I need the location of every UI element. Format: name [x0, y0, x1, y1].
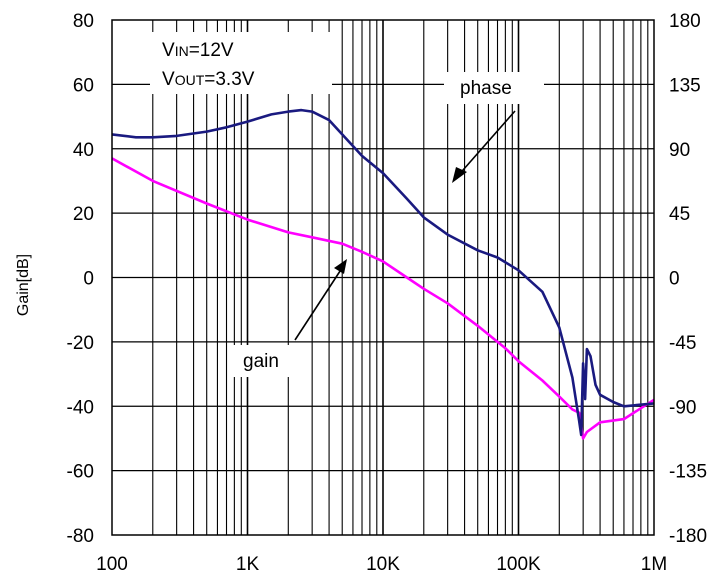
phase-label-box	[444, 72, 544, 104]
phase-arrowhead	[452, 167, 467, 183]
vout-label: VOUT=3.3V	[162, 69, 255, 90]
data-series	[111, 108, 655, 440]
vout-symbol: V	[162, 69, 175, 90]
vout-value: =3.3V	[204, 69, 255, 90]
gain-arrow	[294, 264, 345, 341]
gain-label-box	[228, 345, 310, 377]
y-tick-label: 20	[73, 204, 94, 225]
y-axis-label: Gain[dB]	[15, 254, 32, 316]
plot-frame	[111, 19, 655, 536]
y-tick-label: 0	[83, 269, 94, 290]
vin-value: =12V	[189, 40, 234, 61]
phase-arrow	[455, 110, 516, 179]
x-axis-tick-labels: 100 1K 10K 100K 1M	[96, 554, 667, 575]
y-tick-label: -40	[67, 397, 94, 418]
gain-arrowhead	[334, 259, 347, 274]
y2-tick-label: -180	[669, 526, 707, 547]
y-tick-label: 40	[73, 140, 94, 161]
y2-tick-label: -45	[669, 333, 696, 354]
y2-tick-label: -90	[669, 397, 696, 418]
y2-tick-label: 135	[669, 75, 701, 96]
y2-tick-label: -135	[669, 462, 707, 483]
x-tick-label: 100	[96, 554, 128, 575]
gain-annotation: gain	[243, 351, 279, 372]
vin-subscript: IN	[175, 43, 189, 59]
x-tick-label: 10K	[366, 554, 400, 575]
y-tick-label: 80	[73, 11, 94, 32]
y2-tick-label: 0	[669, 269, 680, 290]
grid	[112, 20, 654, 535]
vin-label: VIN=12V	[162, 40, 234, 61]
x-tick-label: 1K	[236, 554, 260, 575]
x-tick-label: 1M	[641, 554, 667, 575]
phase-line	[111, 108, 655, 437]
vout-subscript: OUT	[175, 72, 205, 88]
y2-tick-label: 180	[669, 11, 701, 32]
y-tick-label: -80	[67, 526, 94, 547]
phase-annotation: phase	[460, 78, 512, 99]
conditions-box	[150, 32, 332, 94]
left-axis-tick-labels: 80 60 40 20 0 -20 -40 -60 -80	[67, 11, 94, 547]
x-tick-label: 100K	[496, 554, 541, 575]
y-tick-label: -60	[67, 462, 94, 483]
right-axis-tick-labels: 180 135 90 45 0 -45 -90 -135 -180	[669, 11, 707, 547]
y-tick-label: 60	[73, 75, 94, 96]
y2-tick-label: 45	[669, 204, 690, 225]
y2-tick-label: 90	[669, 140, 690, 161]
vin-symbol: V	[162, 40, 175, 61]
gain-line	[111, 157, 655, 440]
y-tick-label: -20	[67, 333, 94, 354]
